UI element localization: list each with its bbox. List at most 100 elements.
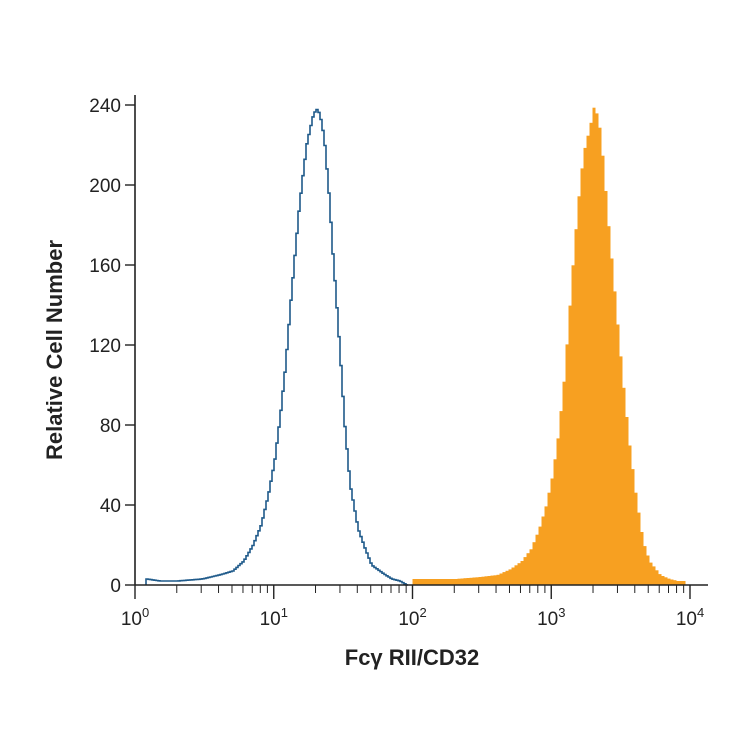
x-axis-title: Fcγ RII/CD32 — [345, 645, 480, 670]
x-tick-label: 104 — [676, 605, 704, 630]
histogram-bin — [556, 438, 560, 585]
histogram-bin — [613, 291, 617, 585]
histogram-bin — [679, 581, 683, 585]
filled-histogram-series — [412, 107, 686, 586]
x-tick-label: 103 — [537, 605, 565, 630]
histogram-bin — [586, 135, 590, 585]
histogram-bin — [514, 565, 518, 585]
histogram-bin — [499, 573, 503, 585]
histogram-bin — [451, 579, 455, 585]
histogram-bin — [565, 344, 569, 585]
histogram-bin — [580, 168, 584, 585]
histogram-bin — [523, 557, 527, 585]
histogram-bin — [478, 577, 482, 585]
histogram-bin — [421, 579, 425, 585]
histogram-bin — [547, 492, 551, 585]
histogram-bin — [607, 226, 611, 585]
histogram-bin — [469, 577, 473, 585]
histogram-bin — [619, 356, 623, 585]
histogram-bin — [631, 469, 635, 585]
histogram-bin — [463, 578, 467, 585]
x-tick-label: 100 — [121, 605, 149, 630]
y-tick-label: 80 — [100, 416, 121, 437]
histogram-bin — [622, 387, 626, 585]
histogram-bin — [442, 579, 446, 585]
histogram-bin — [436, 579, 440, 585]
histogram-bin — [466, 578, 470, 585]
histogram-bin — [502, 572, 506, 585]
histogram-bin — [424, 579, 428, 585]
histogram-bin — [433, 579, 437, 585]
histogram-bin — [508, 569, 512, 585]
x-tick-label: 102 — [398, 605, 426, 630]
histogram-bin — [598, 127, 602, 585]
histogram-bin — [481, 576, 485, 585]
histogram-bin — [670, 579, 674, 585]
histogram-bin — [550, 478, 554, 585]
y-tick-label: 0 — [110, 576, 121, 597]
histogram-bin — [520, 561, 524, 585]
histogram-bin — [505, 570, 509, 585]
histogram-bin — [646, 555, 650, 585]
y-tick-label: 200 — [89, 176, 121, 197]
histogram-bin — [454, 579, 458, 585]
histogram-bin — [418, 579, 422, 585]
histogram-bin — [412, 579, 416, 585]
histogram-bin — [577, 196, 581, 586]
outline-histogram-series — [145, 108, 409, 586]
x-tick-label: 101 — [260, 605, 288, 630]
histogram-bin — [553, 459, 557, 585]
histogram-bin — [676, 581, 680, 585]
histogram-bin — [439, 579, 443, 585]
histogram-bin — [415, 579, 419, 585]
histogram-bin — [496, 574, 500, 585]
histogram-bin — [541, 516, 545, 585]
histogram-bin — [664, 577, 668, 585]
histogram-bin — [493, 575, 497, 585]
histogram-bin — [559, 411, 563, 585]
histogram-bin — [658, 574, 662, 585]
histogram-bin — [472, 577, 476, 585]
histogram-bin — [673, 580, 677, 585]
histogram-bin — [526, 553, 530, 585]
histogram-bin — [604, 191, 608, 585]
outline-histogram-line — [145, 108, 409, 586]
axes — [125, 95, 708, 599]
histogram-bin — [634, 492, 638, 585]
histogram-bin — [571, 265, 575, 585]
histogram-bin — [637, 512, 641, 585]
histogram-bin — [532, 542, 536, 585]
histogram-bin — [457, 578, 461, 585]
histogram-bin — [682, 581, 686, 585]
histogram-bin — [430, 579, 434, 585]
histogram-bin — [535, 534, 539, 585]
histogram-bin — [661, 576, 665, 585]
histogram-bin — [601, 155, 605, 585]
histogram-bin — [583, 147, 587, 585]
y-tick-label: 240 — [89, 96, 121, 117]
histogram-bin — [562, 381, 566, 585]
histogram-bin — [616, 324, 620, 585]
histogram-bin — [610, 258, 614, 585]
tick-labels: 100 101 102 103 104 0 40 80 120 160 200 240 — [89, 96, 704, 630]
histogram-bin — [475, 577, 479, 585]
histogram-bin — [628, 445, 632, 585]
histogram-bin — [649, 562, 653, 585]
histogram-bin — [445, 579, 449, 585]
histogram-bin — [667, 578, 671, 585]
histogram-bin — [460, 578, 464, 585]
histogram-bin — [517, 563, 521, 585]
histogram-bin — [538, 526, 542, 585]
y-tick-label: 120 — [89, 336, 121, 357]
histogram-bin — [568, 305, 572, 585]
histogram-bin — [640, 532, 644, 585]
histogram-bin — [574, 229, 578, 585]
histogram-bin — [643, 546, 647, 585]
y-axis-title: Relative Cell Number — [42, 240, 67, 461]
y-tick-label: 160 — [89, 256, 121, 277]
histogram-bin — [511, 567, 515, 585]
y-tick-label: 40 — [100, 496, 121, 517]
histogram-bin — [625, 417, 629, 585]
histogram-bin — [652, 566, 656, 585]
